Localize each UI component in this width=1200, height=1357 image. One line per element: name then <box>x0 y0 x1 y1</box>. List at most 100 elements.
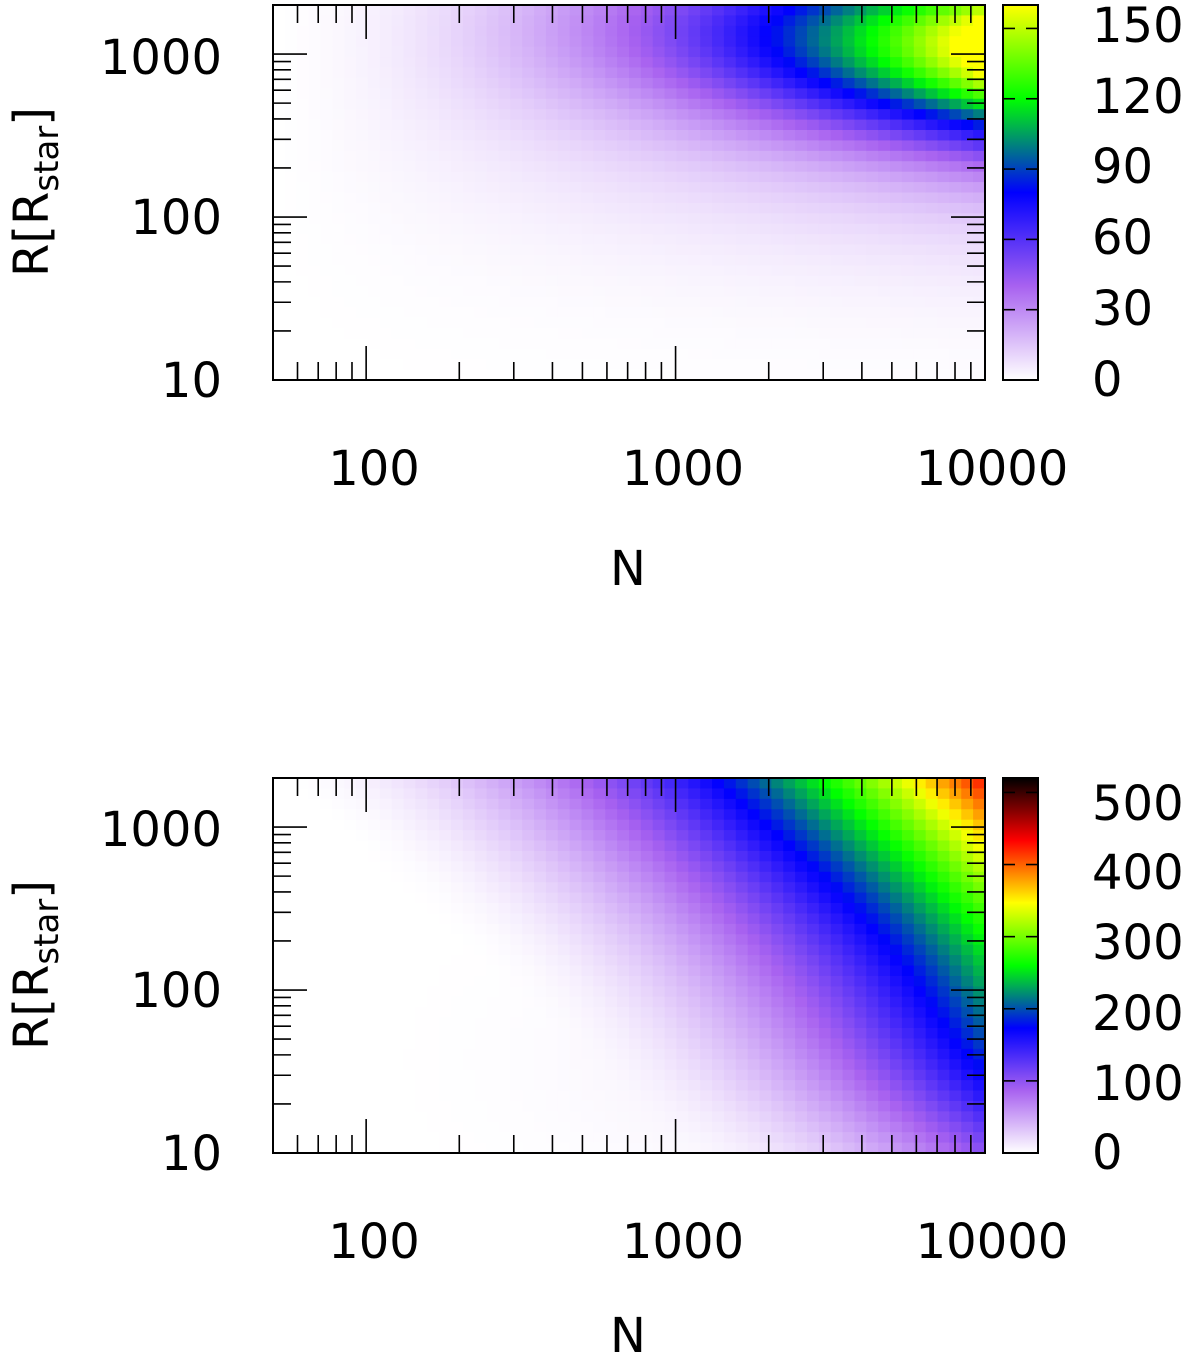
heatmap-cell <box>747 1048 761 1060</box>
heatmap-cell <box>664 882 678 894</box>
heatmap-cell <box>451 955 464 967</box>
heatmap-cell <box>367 67 381 79</box>
heatmap-cell <box>439 1017 452 1029</box>
heatmap-cell <box>510 882 523 894</box>
heatmap-cell <box>700 1038 713 1050</box>
heatmap-cell <box>901 57 915 69</box>
heatmap-cell <box>356 98 369 110</box>
heatmap-cell <box>700 1028 713 1040</box>
heatmap-cell <box>581 317 594 329</box>
heatmap-cell <box>747 223 761 235</box>
heatmap-cell <box>462 850 476 862</box>
heatmap-cell <box>617 1142 630 1154</box>
heatmap-cell <box>747 840 761 852</box>
heatmap-cell <box>913 119 927 131</box>
heatmap-cell <box>688 1038 701 1050</box>
heatmap-cell <box>807 234 820 246</box>
heatmap-cell <box>700 369 713 381</box>
heatmap-cell <box>961 1121 974 1133</box>
heatmap-cell <box>391 275 405 287</box>
heatmap-cell <box>735 244 749 256</box>
heatmap-cell <box>344 161 357 173</box>
heatmap-cell <box>462 57 476 69</box>
heatmap-cell <box>925 1100 939 1112</box>
heatmap-cell <box>676 1017 689 1029</box>
heatmap-cell <box>545 265 559 277</box>
heatmap-cell <box>795 98 808 110</box>
heatmap-cell <box>973 923 986 935</box>
heatmap-cell <box>664 182 678 194</box>
heatmap-cell <box>522 778 535 790</box>
heatmap-cell <box>510 234 523 246</box>
heatmap-cell <box>486 223 500 235</box>
heatmap-cell <box>332 317 345 329</box>
heatmap-cell <box>652 359 666 371</box>
heatmap-cell <box>273 98 286 110</box>
heatmap-cell <box>273 25 286 37</box>
heatmap-cell <box>771 882 784 894</box>
heatmap-cell <box>878 202 891 214</box>
heatmap-cell <box>605 182 618 194</box>
heatmap-cell <box>617 1007 630 1019</box>
heatmap-cell <box>367 1100 381 1112</box>
heatmap-cell <box>937 171 950 183</box>
y-axis-label: R[Rstar] <box>4 880 67 1050</box>
heatmap-cell <box>961 171 974 183</box>
heatmap-cell <box>842 244 856 256</box>
heatmap-cell <box>795 809 808 821</box>
heatmap-cell <box>498 1059 511 1071</box>
heatmap-cell <box>664 275 678 287</box>
heatmap-cell <box>296 36 310 48</box>
heatmap-cell <box>629 986 642 998</box>
heatmap-cell <box>795 359 808 371</box>
heatmap-cell <box>557 788 571 800</box>
heatmap-cell <box>866 150 879 162</box>
heatmap-cell <box>818 46 832 58</box>
heatmap-cell <box>854 161 867 173</box>
heatmap-cell <box>308 98 322 110</box>
heatmap-cell <box>581 1069 594 1081</box>
heatmap-cell <box>783 213 796 225</box>
heatmap-cell <box>498 109 511 121</box>
heatmap-cell <box>842 296 856 308</box>
heatmap-cell <box>925 944 939 956</box>
heatmap-cell <box>581 955 594 967</box>
heatmap-cell <box>913 150 927 162</box>
heatmap-cell <box>759 255 772 267</box>
heatmap-cell <box>308 882 322 894</box>
heatmap-cell <box>403 317 416 329</box>
heatmap-cell <box>557 359 571 371</box>
colorbar-ticks <box>1003 27 1038 381</box>
heatmap-cell <box>901 819 915 831</box>
heatmap-cell <box>830 1080 844 1092</box>
heatmap-cell <box>605 67 618 79</box>
heatmap-cell <box>771 840 784 852</box>
heatmap-cell <box>818 944 832 956</box>
heatmap-cell <box>522 840 535 852</box>
heatmap-cell <box>676 975 689 987</box>
heatmap-cell <box>498 150 511 162</box>
heatmap-cell <box>379 809 393 821</box>
heatmap-cell <box>901 109 915 121</box>
heatmap-cell <box>415 296 428 308</box>
heatmap-cell <box>356 778 369 790</box>
heatmap-cell <box>652 892 666 904</box>
heatmap-cell <box>522 1100 535 1112</box>
heatmap-cell <box>415 25 428 37</box>
heatmap-cell <box>688 348 701 360</box>
heatmap-cell <box>367 88 381 100</box>
heatmap-cell <box>818 202 832 214</box>
heatmap-cell <box>545 955 559 967</box>
heatmap-cell <box>557 903 571 915</box>
heatmap-cell <box>427 850 440 862</box>
heatmap-cell <box>415 98 428 110</box>
heatmap-cell <box>937 150 950 162</box>
heatmap-cell <box>854 1028 867 1040</box>
heatmap-cell <box>617 944 630 956</box>
heatmap-cell <box>296 1090 310 1102</box>
heatmap-cell <box>308 275 322 287</box>
heatmap-cell <box>379 1038 393 1050</box>
heatmap-cell <box>605 338 618 350</box>
heatmap-cell <box>617 903 630 915</box>
heatmap-cell <box>332 1007 345 1019</box>
